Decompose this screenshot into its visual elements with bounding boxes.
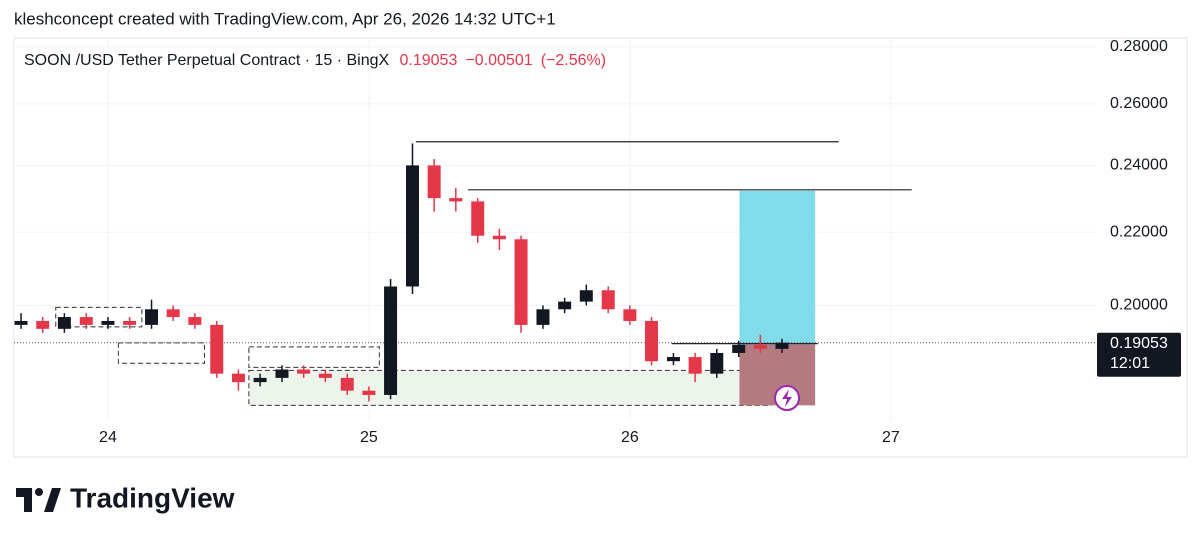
- price-label-box: [1097, 332, 1181, 377]
- candle-body: [449, 198, 463, 202]
- candle-body: [362, 390, 376, 395]
- candle-body: [514, 239, 528, 325]
- candle-body: [688, 357, 702, 374]
- candle-body: [318, 373, 332, 378]
- zone: [55, 306, 143, 328]
- zone: [248, 346, 380, 368]
- brand: TradingView: [70, 482, 235, 513]
- candle-body: [297, 369, 311, 374]
- y-tick-label: 0.26000: [1110, 95, 1168, 112]
- candle-body: [340, 377, 354, 391]
- price-label-value: 0.19053: [1110, 335, 1168, 352]
- legend-change: −0.00501: [465, 52, 532, 69]
- x-tick-label: 27: [882, 429, 900, 446]
- candle-body: [623, 309, 637, 321]
- candle-body: [166, 309, 180, 318]
- target-zone: [739, 190, 816, 345]
- candle-body: [253, 377, 267, 383]
- candle-body: [427, 165, 441, 199]
- alert-icon: [774, 385, 800, 411]
- candle-body: [753, 344, 767, 349]
- candle-body: [710, 352, 724, 374]
- symbol-title: SOON /USD Tether Perpetual Contract · 15…: [24, 52, 390, 69]
- candle-body: [775, 342, 789, 349]
- candle-body: [145, 309, 159, 325]
- candle-body: [123, 320, 137, 325]
- candle-body: [231, 373, 245, 383]
- candle-body: [57, 317, 71, 329]
- candle-body: [492, 235, 506, 240]
- candle-body: [601, 290, 615, 310]
- x-tick-label: 26: [621, 429, 639, 446]
- candle-body: [579, 290, 593, 302]
- candle-body: [558, 301, 572, 310]
- candle-body: [36, 320, 50, 329]
- attribution: kleshconcept created with TradingView.co…: [14, 9, 556, 28]
- candle-body: [645, 320, 659, 362]
- x-tick-label: 24: [99, 429, 117, 446]
- price-label-countdown: 12:01: [1110, 355, 1150, 372]
- candle-body: [79, 317, 93, 325]
- candle-body: [101, 320, 115, 325]
- candle-body: [666, 357, 680, 362]
- x-tick-label: 25: [360, 429, 378, 446]
- candle-body: [275, 369, 289, 378]
- zone: [248, 369, 772, 406]
- candle-body: [471, 201, 485, 236]
- y-tick-label: 0.24000: [1110, 157, 1168, 174]
- alert-icon-bolt: [782, 389, 792, 407]
- price-label: 0.19053 12:01: [1097, 332, 1181, 377]
- candle-body: [210, 324, 224, 374]
- candle-body: [536, 309, 550, 325]
- candle-body: [384, 286, 398, 395]
- candle-body: [14, 320, 28, 325]
- candle-body: [188, 317, 202, 325]
- y-tick-label: 0.20000: [1110, 297, 1168, 314]
- candle-body: [732, 344, 746, 353]
- y-tick-label: 0.28000: [1110, 38, 1168, 55]
- candle-body: [405, 165, 419, 287]
- plot: 0.20000 0.22000 0.24000 0.26000 0.28000 24 25 2…: [14, 38, 1168, 446]
- legend-last: 0.19053: [400, 52, 458, 69]
- y-tick-label: 0.22000: [1110, 223, 1168, 240]
- legend-change-percent: (−2.56%): [541, 52, 606, 69]
- logo: TradingView: [16, 482, 235, 513]
- chart-frame: [13, 37, 1188, 458]
